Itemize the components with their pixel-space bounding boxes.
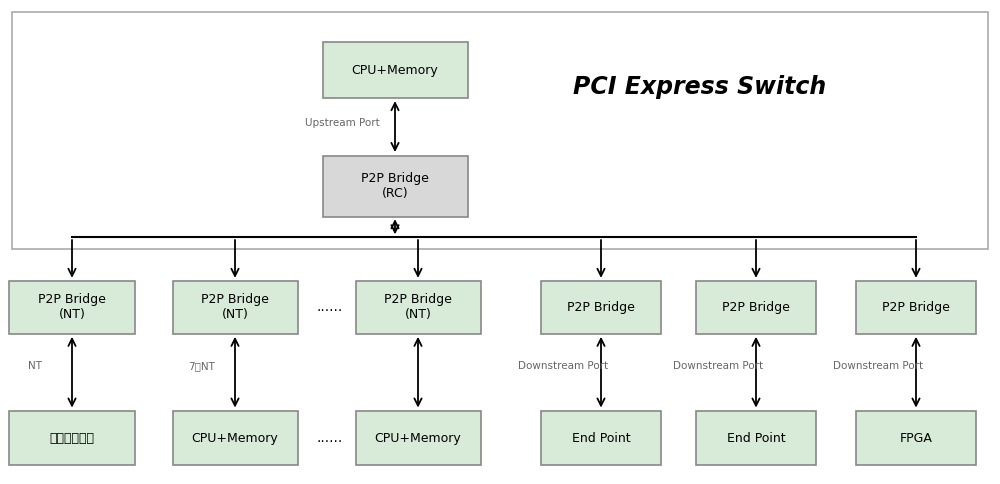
Text: NT: NT bbox=[28, 362, 42, 371]
Text: CPU+Memory: CPU+Memory bbox=[352, 64, 438, 76]
Text: CPU+Memory: CPU+Memory bbox=[375, 432, 461, 444]
Text: End Point: End Point bbox=[727, 432, 785, 444]
Text: 7个NT: 7个NT bbox=[188, 362, 215, 371]
Text: P2P Bridge
(NT): P2P Bridge (NT) bbox=[201, 293, 269, 321]
Text: Downstream Port: Downstream Port bbox=[673, 362, 763, 371]
Bar bbox=[356, 281, 480, 334]
Text: 另一个交换机: 另一个交换机 bbox=[50, 432, 94, 444]
Text: FPGA: FPGA bbox=[900, 432, 932, 444]
Bar bbox=[9, 411, 134, 465]
Text: P2P Bridge: P2P Bridge bbox=[882, 301, 950, 314]
Text: ......: ...... bbox=[317, 431, 343, 445]
Bar bbox=[541, 411, 661, 465]
Bar bbox=[322, 43, 468, 98]
Bar bbox=[356, 411, 480, 465]
Bar bbox=[9, 281, 134, 334]
Text: PCI Express Switch: PCI Express Switch bbox=[573, 75, 827, 99]
Text: End Point: End Point bbox=[572, 432, 630, 444]
Text: P2P Bridge: P2P Bridge bbox=[567, 301, 635, 314]
Text: CPU+Memory: CPU+Memory bbox=[192, 432, 278, 444]
Text: Downstream Port: Downstream Port bbox=[833, 362, 923, 371]
Bar bbox=[173, 411, 298, 465]
Text: Upstream Port: Upstream Port bbox=[305, 119, 380, 128]
Bar bbox=[541, 281, 661, 334]
Bar bbox=[12, 12, 988, 249]
Text: P2P Bridge
(RC): P2P Bridge (RC) bbox=[361, 172, 429, 200]
Text: P2P Bridge: P2P Bridge bbox=[722, 301, 790, 314]
Bar bbox=[696, 281, 816, 334]
Bar bbox=[173, 281, 298, 334]
Bar bbox=[856, 411, 976, 465]
Text: Downstream Port: Downstream Port bbox=[518, 362, 608, 371]
Bar bbox=[856, 281, 976, 334]
Bar bbox=[696, 411, 816, 465]
Text: ......: ...... bbox=[317, 301, 343, 314]
Text: P2P Bridge
(NT): P2P Bridge (NT) bbox=[384, 293, 452, 321]
Text: P2P Bridge
(NT): P2P Bridge (NT) bbox=[38, 293, 106, 321]
Bar bbox=[322, 156, 468, 217]
